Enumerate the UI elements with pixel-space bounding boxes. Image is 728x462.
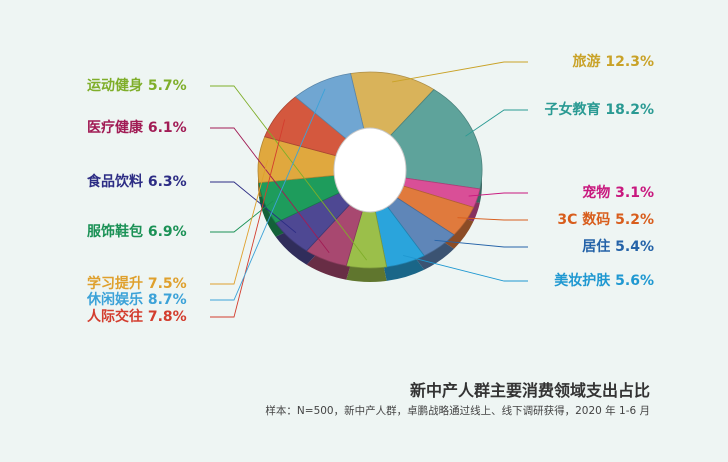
slice-label: 运动健身 5.7% [87, 78, 187, 94]
leader-lines [210, 61, 528, 318]
slice-label: 3C 数码 5.2% [557, 212, 654, 228]
slice-label: 医疗健康 6.1% [87, 120, 187, 136]
slice-label: 美妆护肤 5.6% [554, 273, 654, 289]
slice-label: 食品饮料 6.3% [87, 174, 187, 190]
slice-label: 学习提升 7.5% [87, 276, 187, 292]
slice-label: 休闲娱乐 8.7% [87, 292, 187, 308]
leader-line [210, 88, 326, 301]
slice-label: 宠物 3.1% [582, 185, 654, 201]
leader-line [210, 85, 368, 261]
slice-label: 子女教育 18.2% [544, 102, 654, 118]
leader-line [392, 61, 528, 83]
leader-line [210, 200, 274, 233]
slice-label: 旅游 12.3% [572, 54, 654, 70]
chart-title: 新中产人群主要消费领域支出占比 [409, 381, 650, 400]
leader-line [210, 127, 330, 254]
slice-label: 人际交往 7.8% [87, 309, 187, 325]
leader-line [210, 119, 286, 318]
leader-line [403, 254, 528, 282]
leader-line [468, 192, 528, 197]
leader-line [457, 217, 528, 221]
donut-hole [333, 127, 407, 213]
slice-label: 服饰鞋包 6.9% [87, 224, 187, 240]
leader-line [210, 181, 297, 234]
leader-line [210, 160, 268, 285]
leader-line [465, 109, 528, 137]
chart-note: 样本：N=500，新中产人群，卓鹏战略通过线上、线下调研获得，2020 年 1-… [265, 405, 650, 417]
slice-label: 居住 5.4% [582, 239, 654, 255]
leader-line [434, 239, 528, 248]
